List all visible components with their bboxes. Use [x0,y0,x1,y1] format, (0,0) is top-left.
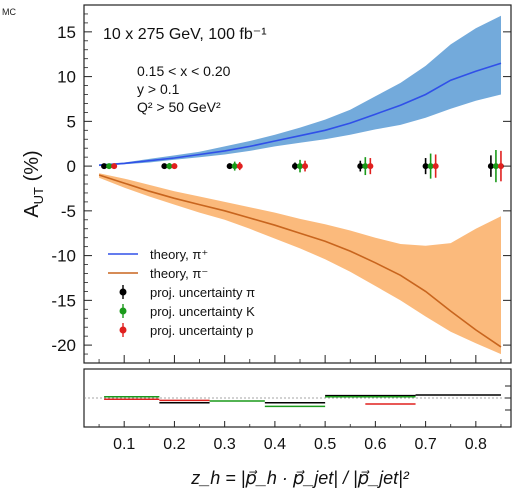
data-point [101,163,108,170]
data-point [231,163,238,170]
data-point [111,163,118,170]
legend-label: theory, π⁺ [150,247,208,262]
y-tick-label: -15 [51,291,76,310]
x-tick-label: 0.8 [465,436,487,453]
cut-y: y > 0.1 [137,81,180,97]
cut-x: 0.15 < x < 0.20 [137,63,231,79]
data-point [166,163,173,170]
data-point [171,163,178,170]
legend-marker [119,326,127,334]
x-tick-label: 0.2 [163,436,185,453]
y-tick-label: 10 [57,68,76,87]
theory-line-pi-plus [99,62,502,166]
x-tick-label: 0.4 [264,436,286,453]
y-axis-ticks: 15 10 5 0 -5 -10 -15 -20 [51,13,511,355]
legend-marker [119,288,127,296]
projection-points [101,149,504,183]
y-tick-label: 0 [67,157,76,176]
x-tick-label: 0.3 [214,436,236,453]
data-point [236,163,243,170]
data-point [432,163,439,170]
data-point [362,163,369,170]
x-axis-ticks: 0.1 0.2 0.3 0.4 0.5 0.6 0.7 0.8 [98,355,502,453]
data-point [492,163,499,170]
x-tick-label: 0.6 [364,436,386,453]
data-point [487,163,494,170]
legend-label: proj. uncertainty p [150,323,253,338]
x-axis-label: z_h = |p⃗_h · p⃗_jet| / |p⃗_jet|² [190,468,410,488]
data-point [422,163,429,170]
cut-q2: Q² > 50 GeV² [137,99,221,115]
data-point [226,163,233,170]
y-tick-label: -20 [51,336,76,355]
y-tick-label: -10 [51,247,76,266]
chart-title: 10 x 275 GeV, 100 fb⁻¹ [103,26,267,43]
legend-label: theory, π⁻ [150,266,208,281]
y-tick-label: 15 [57,23,76,42]
data-point [357,163,364,170]
legend: theory, π⁺ theory, π⁻ proj. uncertainty π p… [108,247,255,338]
corner-label: MC [2,7,16,17]
theory-line-pi-minus [98,174,502,348]
theory-lines [98,62,502,348]
legend-label: proj. uncertainty K [150,304,255,319]
x-tick-label: 0.7 [414,436,436,453]
y-tick-label: -5 [61,202,76,221]
data-point [367,163,374,170]
legend-marker [119,307,127,315]
x-tick-label: 0.1 [113,436,135,453]
data-point [161,163,168,170]
y-tick-label: 5 [67,112,76,131]
data-point [302,163,309,170]
theory-band-pi-minus [99,173,501,355]
ratio-panel [84,385,511,411]
data-point [291,163,298,170]
legend-label: proj. uncertainty π [150,285,255,300]
y-axis-label: AUT (%) [21,150,46,217]
data-point [106,163,113,170]
x-tick-label: 0.5 [314,436,336,453]
data-point [297,163,304,170]
data-point [497,163,504,170]
annotation-block: 10 x 275 GeV, 100 fb⁻¹ 0.15 < x < 0.20 y… [103,26,267,115]
data-point [427,163,434,170]
